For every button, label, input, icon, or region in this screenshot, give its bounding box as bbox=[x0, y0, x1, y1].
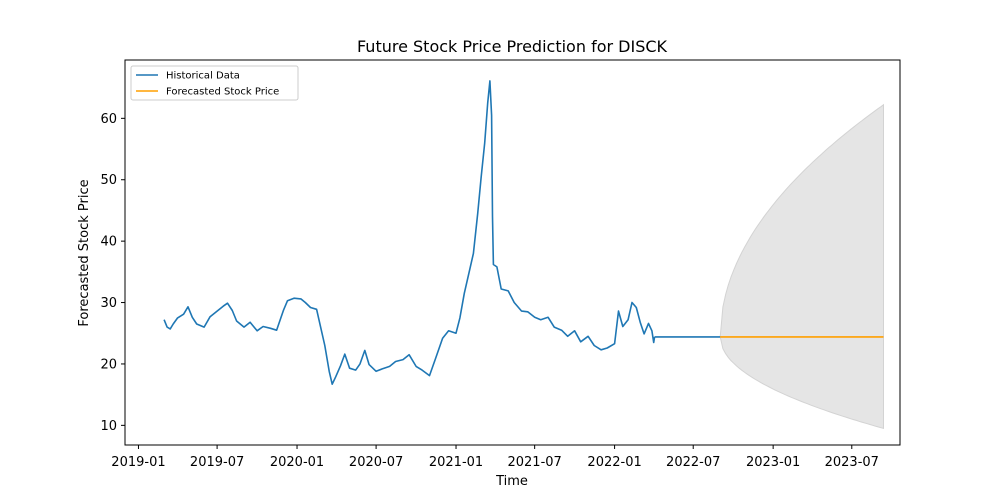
y-tick-label: 50 bbox=[100, 173, 117, 188]
y-tick-label: 60 bbox=[100, 112, 117, 127]
legend-label: Forecasted Stock Price bbox=[166, 87, 279, 98]
x-tick-label: 2021-07 bbox=[507, 455, 561, 470]
series-layer bbox=[163, 80, 884, 386]
x-tick-label: 2023-07 bbox=[825, 455, 879, 470]
y-tick-label: 40 bbox=[100, 235, 117, 250]
y-axis-label: Forecasted Stock Price bbox=[77, 179, 92, 326]
x-tick-label: 2020-07 bbox=[349, 455, 403, 470]
x-tick-label: 2022-01 bbox=[587, 455, 641, 470]
y-tick-label: 10 bbox=[100, 419, 117, 434]
legend-label: Historical Data bbox=[166, 71, 240, 82]
x-axis-label: Time bbox=[495, 474, 528, 489]
x-tick-label: 2023-01 bbox=[746, 455, 800, 470]
chart-title: Future Stock Price Prediction for DISCK bbox=[357, 37, 668, 56]
legend-box bbox=[130, 65, 299, 101]
historical-data-line bbox=[163, 80, 656, 386]
x-tick-label: 2019-07 bbox=[190, 455, 244, 470]
x-axis: 2019-01 2019-07 2020-01 2020-07 2021-01 2021-… bbox=[111, 445, 879, 470]
legend: Historical Data Forecasted Stock Price bbox=[130, 65, 299, 101]
x-tick-label: 2019-01 bbox=[111, 455, 165, 470]
y-axis: 10 20 30 40 50 60 bbox=[100, 112, 125, 434]
plot-frame bbox=[124, 59, 901, 446]
confidence-band bbox=[719, 103, 884, 430]
confidence-band-layer bbox=[719, 103, 884, 430]
y-tick-label: 30 bbox=[100, 296, 117, 311]
x-tick-label: 2022-07 bbox=[666, 455, 720, 470]
x-tick-label: 2020-01 bbox=[270, 455, 324, 470]
x-tick-label: 2021-01 bbox=[429, 455, 483, 470]
y-tick-label: 20 bbox=[100, 357, 117, 372]
